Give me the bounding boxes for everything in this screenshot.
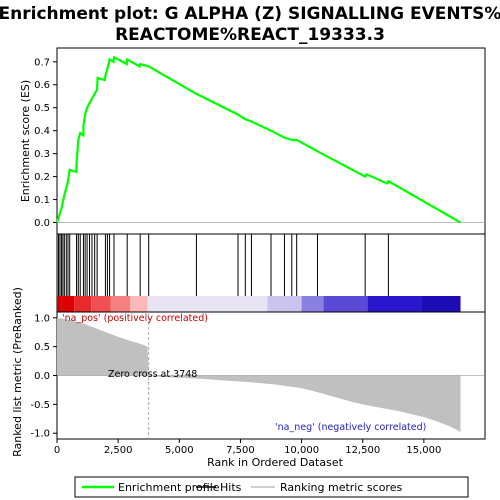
metric-tick-label: 0.5	[34, 342, 50, 353]
metric-tick-label: -1.0	[30, 429, 50, 440]
rank-band-segment	[57, 296, 62, 312]
neg-correlated-label: 'na_neg' (negatively correlated)	[275, 422, 426, 433]
rank-band-segment	[110, 296, 131, 312]
metric-tick-label: -0.5	[30, 400, 50, 411]
es-tick-label: 0.1	[34, 195, 50, 206]
x-tick-label: 7,500	[226, 445, 255, 456]
ranking-metric-area	[57, 317, 461, 433]
es-axis-label: Enrichment score (ES)	[19, 80, 32, 202]
metric-tick-label: 0.0	[34, 371, 50, 382]
es-tick-label: 0.4	[34, 126, 50, 137]
rank-band-segment	[147, 296, 268, 312]
rank-band-segment	[74, 296, 92, 312]
rank-band-segment	[323, 296, 368, 312]
x-axis-label: Rank in Ordered Dataset	[207, 456, 344, 469]
x-tick-label: 5,000	[165, 445, 194, 456]
rank-band-segment	[301, 296, 324, 312]
rank-band-segment	[130, 296, 148, 312]
es-tick-label: 0.2	[34, 172, 50, 183]
es-panel-frame	[56, 47, 486, 235]
es-tick-label: 0.7	[34, 57, 50, 68]
rank-band-segment	[61, 296, 75, 312]
x-tick-label: 0	[54, 445, 60, 456]
legend-label: Enrichment profile	[118, 481, 220, 494]
legend-label: Hits	[220, 481, 242, 494]
chart-title-line2: REACTOME%REACT_19333.3	[115, 25, 385, 45]
legend-label: Ranking metric scores	[280, 481, 402, 494]
es-tick-label: 0.3	[34, 149, 50, 160]
x-tick-label: 12,500	[345, 445, 380, 456]
es-tick-label: 0.6	[34, 80, 50, 91]
zero-cross-label: Zero cross at 3748	[108, 369, 197, 380]
metric-axis-label: Ranked list metric (PreRanked)	[11, 287, 24, 457]
rank-band-segment	[91, 296, 111, 312]
rank-band-segment	[367, 296, 422, 312]
rank-band-segment	[267, 296, 302, 312]
x-tick-label: 15,000	[406, 445, 441, 456]
metric-tick-label: 1.0	[34, 313, 50, 324]
es-tick-label: 0.5	[34, 103, 50, 114]
rank-band-segment	[421, 296, 461, 312]
x-tick-label: 2,500	[104, 445, 133, 456]
pos-correlated-label: 'na_pos' (positively correlated)	[62, 313, 208, 324]
es-tick-label: 0.0	[34, 218, 50, 229]
chart-title-line1: Enrichment plot: G ALPHA (Z) SIGNALLING …	[0, 4, 500, 24]
enrichment-profile-line	[55, 55, 462, 224]
x-tick-label: 10,000	[284, 445, 319, 456]
